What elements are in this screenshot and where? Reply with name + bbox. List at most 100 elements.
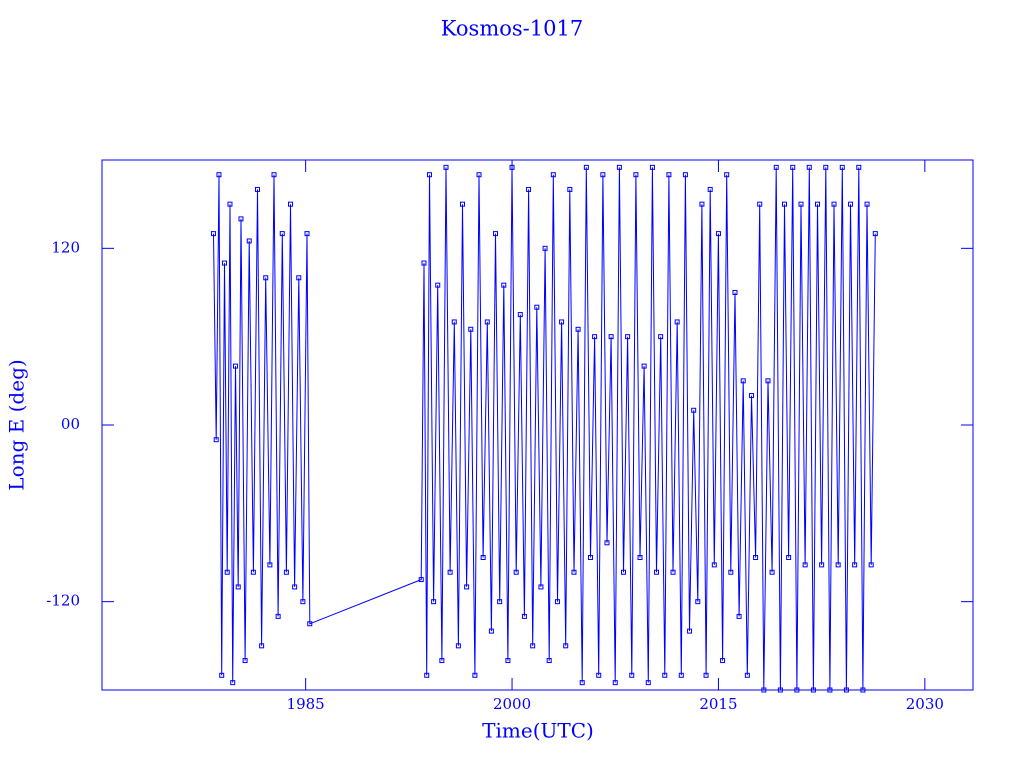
data-point <box>546 658 552 664</box>
y-axis-label: Long E (deg) <box>5 359 29 490</box>
data-point <box>431 599 437 605</box>
data-point <box>757 201 763 207</box>
data-point <box>794 687 800 693</box>
data-point <box>641 363 647 369</box>
data-point <box>856 164 862 170</box>
x-tick-label: 1985 <box>287 695 325 713</box>
data-point <box>254 186 260 192</box>
data-point <box>633 172 639 178</box>
data-point <box>715 231 721 237</box>
data-point <box>810 687 816 693</box>
data-point <box>567 186 573 192</box>
data-point <box>654 569 660 575</box>
data-point <box>263 275 269 281</box>
data-point <box>583 164 589 170</box>
data-point <box>637 555 643 560</box>
data-point <box>250 569 256 575</box>
data-point <box>843 687 849 693</box>
data-point <box>579 680 585 686</box>
data-point <box>600 172 606 178</box>
data-point <box>645 680 651 686</box>
data-point <box>267 562 273 568</box>
data-point <box>864 201 870 207</box>
x-tick-label: 2030 <box>906 695 944 713</box>
data-point <box>460 201 466 207</box>
data-point <box>732 290 738 295</box>
data-point <box>304 231 310 237</box>
data-point <box>493 231 499 237</box>
data-point <box>670 569 676 575</box>
data-point <box>563 643 569 649</box>
data-point <box>620 569 626 575</box>
data-point <box>781 201 787 207</box>
data-point <box>455 643 461 649</box>
data-point <box>592 334 598 340</box>
data-point <box>246 238 252 244</box>
data-point <box>292 584 298 590</box>
data-point <box>235 584 241 590</box>
data-point <box>468 326 474 332</box>
data-point <box>596 672 602 678</box>
data-point <box>662 672 668 678</box>
data-point <box>587 555 593 560</box>
x-tick-label: 2000 <box>493 695 531 713</box>
x-tick-label: 2015 <box>699 695 737 713</box>
data-point <box>464 584 470 590</box>
data-point <box>227 201 233 207</box>
data-point <box>674 319 680 325</box>
data-point <box>711 562 717 568</box>
y-tick-label: -120 <box>46 592 80 610</box>
data-point <box>550 172 556 178</box>
data-point <box>554 599 560 605</box>
data-point <box>798 201 804 207</box>
data-point <box>224 569 230 575</box>
data-point <box>629 672 635 678</box>
data-point <box>604 540 610 546</box>
data-point <box>678 672 684 678</box>
data-point <box>703 672 709 678</box>
data-point <box>575 326 581 332</box>
data-point <box>275 613 281 619</box>
data-point <box>765 378 771 384</box>
data-point <box>753 555 759 560</box>
data-point <box>616 164 622 170</box>
data-point <box>740 378 746 384</box>
data-point <box>790 164 796 170</box>
data-point <box>608 334 614 340</box>
data-point <box>666 172 672 178</box>
data-point <box>848 201 854 207</box>
chart-title: Kosmos-1017 <box>441 17 583 41</box>
data-point <box>213 437 219 443</box>
series-line <box>213 167 876 691</box>
data-point <box>230 680 236 686</box>
data-point <box>852 562 858 568</box>
data-point <box>802 562 808 568</box>
data-point <box>526 186 532 192</box>
data-point <box>447 569 453 575</box>
data-point <box>625 334 631 340</box>
data-point <box>860 687 866 693</box>
data-point <box>831 201 837 207</box>
data-point <box>530 643 536 649</box>
data-point <box>806 164 812 170</box>
data-point <box>538 584 544 590</box>
data-point <box>424 672 430 678</box>
x-axis-label: Time(UTC) <box>482 719 594 743</box>
data-point <box>534 304 540 310</box>
data-point <box>649 164 655 170</box>
data-point <box>691 407 697 413</box>
data-point <box>279 231 285 237</box>
data-point <box>658 334 664 340</box>
data-point <box>682 172 688 178</box>
data-point <box>720 658 726 664</box>
data-point <box>421 260 427 266</box>
data-point <box>819 562 825 568</box>
data-point <box>571 569 577 575</box>
data-point <box>426 172 432 178</box>
data-point <box>748 393 754 399</box>
data-point <box>497 599 503 605</box>
data-point <box>724 172 730 178</box>
data-point <box>823 164 829 170</box>
data-point <box>815 201 821 207</box>
